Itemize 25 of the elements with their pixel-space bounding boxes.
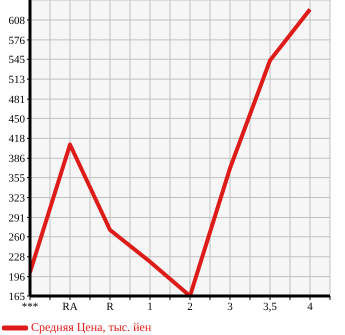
y-tick-label: 608 [8,14,26,27]
x-tick-label: 2 [187,300,193,313]
x-tick-label: *** [22,300,38,313]
x-tick-label: 3,5 [263,300,278,313]
x-tick-label: RA [62,300,78,313]
y-tick-label: 545 [8,54,26,66]
y-tick-label: 228 [8,252,26,264]
y-tick-label: 386 [8,153,26,166]
legend-label: Средняя Цена, тыс. йен [31,320,152,335]
y-tick-label: 418 [8,133,26,146]
y-tick-label: 291 [8,212,25,224]
y-tick-label: 481 [8,94,25,106]
y-tick-label: 450 [8,113,26,126]
line-series [30,7,312,296]
y-tick-label: 576 [8,34,26,47]
x-tick-label: 4 [307,300,314,313]
y-tick-label: 165 [8,290,26,303]
y-tick-label: 260 [8,232,26,244]
x-tick-label: R [106,300,114,313]
y-tick-label: 355 [8,172,26,185]
y-tick-label: 196 [8,272,26,284]
y-tick-label: 513 [8,74,26,86]
x-tick-label: 3 [227,300,234,313]
y-tick-label: 323 [8,192,26,204]
x-tick-label: 1 [147,300,153,313]
